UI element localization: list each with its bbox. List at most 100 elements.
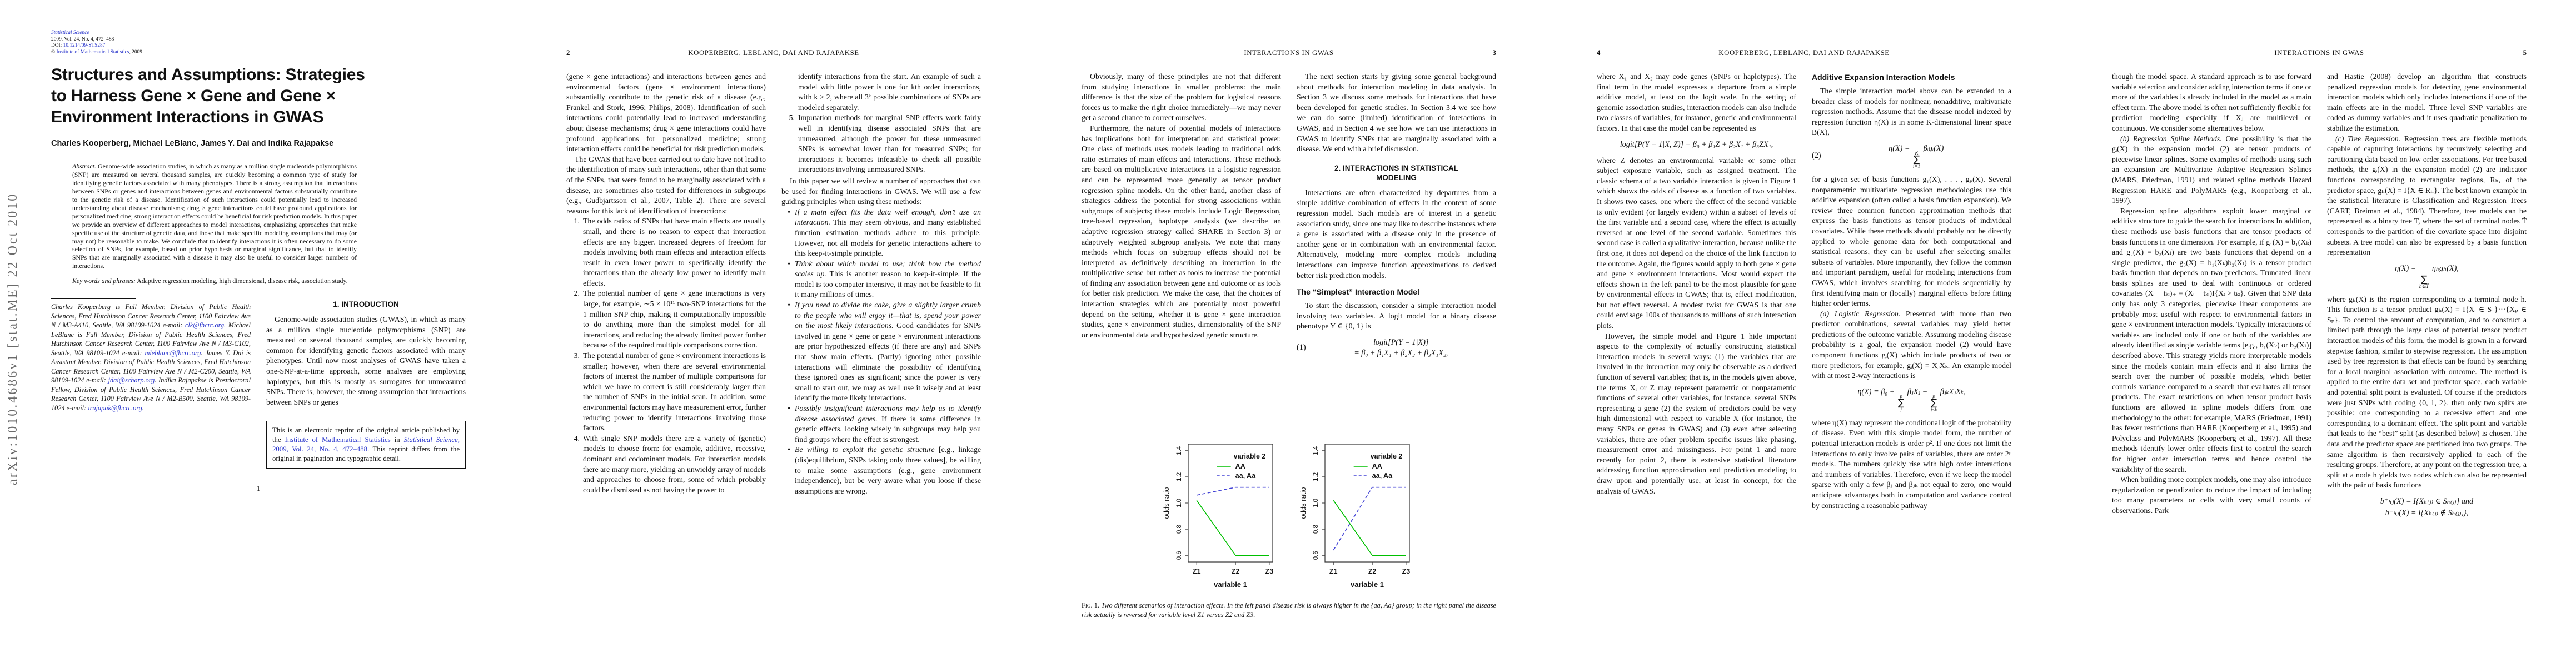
paragraph: Regression spline algorithms exploit low…: [2112, 206, 2311, 474]
paragraph: though the model space. A standard appro…: [2112, 72, 2311, 132]
page1-left-column: Charles Kooperberg is Full Member, Divis…: [51, 298, 251, 469]
paragraph: Furthermore, the nature of potential mod…: [1082, 123, 1281, 339]
running-head-title: KOOPERBERG, LEBLANC, DAI AND RAJAPAKSE: [688, 49, 859, 57]
doi-line: DOI: 10.1214/09-STS287: [51, 43, 106, 49]
bullet-item-1: • If a main effect fits the data well eno…: [788, 207, 981, 258]
reprint-journal-link[interactable]: Statistical Science,: [403, 436, 460, 444]
paragraph: where X₁ and X₂ may code genes (SNPs or …: [1597, 72, 1796, 132]
paragraph: However, the simple model and Figure 1 h…: [1597, 331, 1796, 495]
email-link-dai[interactable]: jdai@scharp.org: [108, 376, 155, 385]
svg-text:1.4: 1.4: [1313, 446, 1319, 455]
reprint-volume-link[interactable]: 2009, Vol. 24, No. 4, 472–488: [272, 445, 368, 454]
paragraph: for a given set of basis functions g₁(X)…: [1812, 175, 2011, 308]
page3-right-column: The next section starts by giving some g…: [1297, 72, 1496, 432]
page-3: INTERACTIONS IN GWAS 3 Obviously, many of…: [1030, 0, 1546, 667]
svg-text:variable 2: variable 2: [1234, 452, 1266, 460]
email-link-kooperberg[interactable]: clk@fhcrc.org: [185, 321, 225, 330]
svg-text:Z2: Z2: [1368, 568, 1377, 575]
sum-operator: p ∑ j: [1897, 393, 1905, 412]
figure-1-caption: Fig. 1. Two different scenarios of inter…: [1082, 601, 1496, 619]
list-item-4-continuation: identify interactions from the start. An…: [798, 72, 981, 112]
paragraph: Interactions are often characterized by …: [1297, 188, 1496, 280]
svg-text:aa, Aa: aa, Aa: [1372, 472, 1393, 480]
paragraph: The simple interaction model above can b…: [1812, 87, 2011, 137]
footnote-rule: [51, 298, 136, 300]
list-item-2: 2. The potential number of gene × gene in…: [574, 289, 766, 350]
keywords-paragraph: Key words and phrases: Adaptive regressi…: [72, 277, 348, 285]
paper-title: Structures and Assumptions: Strategies to…: [51, 66, 365, 127]
abstract-label: Abstract.: [72, 162, 96, 171]
journal-header: Statistical Science 2009, Vol. 24, No. 4…: [51, 30, 466, 56]
keywords-label: Key words and phrases:: [72, 277, 136, 285]
paragraph: (b) Regression Spline Methods. One possi…: [2112, 134, 2311, 205]
doi-link[interactable]: 10.1214/09-STS287: [63, 43, 106, 49]
page-4: 4 KOOPERBERG, LEBLANC, DAI AND RAJAPAKSE …: [1546, 0, 2061, 667]
svg-text:Z3: Z3: [1265, 568, 1274, 575]
copyright-line: © Institute of Mathematical Statistics, …: [51, 49, 142, 55]
bullet-item-3: • If you need to divide the cake, give a …: [788, 301, 981, 402]
figure-1-right-panel: 0.6 0.8 1.0 1.2 1.4 Z1 Z2 Z3 variable 1 odds rati…: [1299, 444, 1411, 589]
sum-operator: K ∑ i=1: [1912, 150, 1921, 169]
authors-line: Charles Kooperberg, Michael LeBlanc, Jam…: [51, 139, 334, 148]
page5-right-column: and Hastie (2008) develop an algorithm t…: [2327, 72, 2527, 634]
running-head-title: INTERACTIONS IN GWAS: [2274, 49, 2364, 57]
ims-link[interactable]: Institute of Mathematical Statistics: [56, 49, 129, 55]
page4-left-column: where X₁ and X₂ may code genes (SNPs or …: [1597, 72, 1796, 634]
paragraph: where Z denotes an environmental variabl…: [1597, 156, 1796, 330]
equation-4: η(X) = ∑ h∈T̃ ηₕgₕ(X),: [2395, 263, 2459, 289]
equation-5a: b⁺ₕⱼ(X) = I{Xₕ₍ⱼ₎ ∈ Sₕ₍ⱼ₎} and: [2380, 496, 2474, 506]
paragraph: To start the discussion, consider a simp…: [1297, 301, 1496, 331]
page-number: 2: [566, 49, 570, 57]
figure-1-left-panel: 0.6 0.8 1.0 1.2 1.4 Z1 Z2 Z3 variable 1 odds rati…: [1163, 444, 1274, 589]
paragraph: and Hastie (2008) develop an algorithm t…: [2327, 72, 2527, 132]
page-number: 5: [2523, 49, 2527, 57]
reprint-notice-box: This is an electronic reprint of the ori…: [266, 421, 466, 469]
paragraph: (gene × gene interactions) and interacti…: [566, 72, 766, 153]
svg-text:aa, Aa: aa, Aa: [1235, 472, 1256, 480]
email-link-leblanc[interactable]: mleblanc@fhcrc.org: [145, 349, 201, 357]
email-link-rajapakse[interactable]: irajapak@fhcrc.org: [88, 404, 142, 412]
page-2: 2 KOOPERBERG, LEBLANC, DAI AND RAJAPAKSE …: [515, 0, 1030, 667]
equation-env: logit[P(Y = 1|X, Z)] = β₀ + β₁Z + β₂X₁ +…: [1620, 140, 1773, 149]
svg-text:AA: AA: [1372, 462, 1382, 470]
svg-text:variable 1: variable 1: [1214, 580, 1247, 589]
equation-1: (1) logit[P(Y = 1|X)] = β₀ + β₁X₁ + β₂X₂ +…: [1297, 337, 1448, 357]
page-number: 3: [1492, 49, 1496, 57]
svg-text:1.0: 1.0: [1313, 499, 1319, 507]
list-item-5: 5. Imputation methods for marginal SNP ef…: [789, 113, 981, 174]
equation-2: (2) η(X) = K ∑ i=1 βᵢgᵢ(X): [1812, 143, 1944, 169]
svg-text:0.6: 0.6: [1313, 551, 1319, 560]
sum-operator: p ∑ j≤k: [1930, 393, 1937, 412]
svg-text:Z1: Z1: [1329, 568, 1338, 575]
running-head: INTERACTIONS IN GWAS 5: [2112, 49, 2527, 58]
equation-5b: b⁻ₕⱼ(X) = I{Xₕ₍ⱼ₎ ∉ Sₕ₍ⱼ₎,},: [2385, 508, 2469, 517]
paragraph: The GWAS that have been carried out to d…: [566, 155, 766, 215]
paragraph: In this paper we will review a number of…: [781, 176, 981, 206]
paragraph: (a) Logistic Regression. Presented with …: [1812, 309, 2011, 380]
journal-volume-line: 2009, Vol. 24, No. 4, 472–488: [51, 36, 114, 42]
list-item-3: 3. The potential number of gene × environ…: [574, 351, 766, 432]
abstract-paragraph: Abstract. Genome-wide association studie…: [72, 162, 357, 270]
svg-text:AA: AA: [1235, 462, 1245, 470]
svg-text:Z3: Z3: [1402, 568, 1411, 575]
bullet-item-4: • Possibly insignificant interactions may…: [788, 404, 981, 444]
arxiv-stamp: arXiv:1010.4686v1 [stat.ME] 22 Oct 2010: [6, 192, 20, 486]
svg-text:1.2: 1.2: [1313, 472, 1319, 481]
reprint-ims-link[interactable]: Institute of Mathematical Statistics: [285, 436, 391, 444]
svg-text:variable 2: variable 2: [1371, 452, 1403, 460]
section-2-heading: 2. INTERACTIONS IN STATISTICAL MODELING: [1334, 163, 1458, 182]
svg-text:Z1: Z1: [1193, 568, 1201, 575]
page4-right-column: Additive Expansion Interaction Models Th…: [1812, 72, 2011, 634]
journal-name-link[interactable]: Statistical Science: [51, 30, 89, 36]
svg-text:Z2: Z2: [1232, 568, 1240, 575]
running-head: INTERACTIONS IN GWAS 3: [1082, 49, 1496, 58]
paragraph: where gₕ(X) is the region corresponding …: [2327, 295, 2527, 490]
sum-operator: ∑ h∈T̃: [2419, 273, 2429, 289]
paragraph: where η(X) may represent the conditional…: [1812, 418, 2011, 510]
list-item-4: 4. With single SNP models there are a var…: [574, 434, 766, 494]
svg-text:1.2: 1.2: [1176, 472, 1183, 481]
page5-left-column: though the model space. A standard appro…: [2112, 72, 2311, 634]
svg-text:0.6: 0.6: [1176, 551, 1183, 560]
running-head-title: KOOPERBERG, LEBLANC, DAI AND RAJAPAKSE: [1718, 49, 1890, 57]
